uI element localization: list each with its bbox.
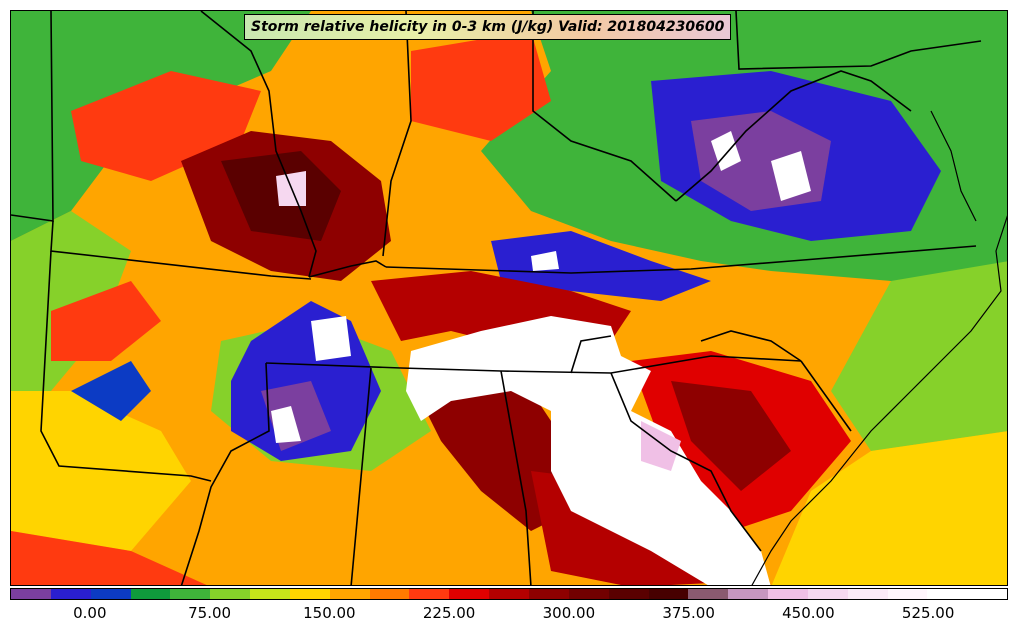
- colorbar-segment: [369, 589, 410, 599]
- field-region: [51, 281, 161, 361]
- colorbar-segment: [728, 589, 769, 599]
- colorbar-segment: [887, 589, 928, 599]
- field-region: [641, 421, 681, 471]
- colorbar-segment: [847, 589, 888, 599]
- field-region: [531, 251, 559, 271]
- colorbar-segment: [927, 589, 968, 599]
- colorbar-tick-label: 375.00: [662, 604, 715, 622]
- map-title: Storm relative helicity in 0-3 km (J/kg)…: [244, 14, 732, 40]
- field-region: [711, 131, 741, 171]
- colorbar-segment: [329, 589, 370, 599]
- colorbar-segment: [409, 589, 450, 599]
- map-panel: [10, 10, 1008, 586]
- colorbar: [10, 588, 1008, 600]
- colorbar-tick-label: 75.00: [188, 604, 232, 622]
- colorbar-tick-label: 450.00: [782, 604, 835, 622]
- field-region: [771, 431, 1007, 585]
- colorbar-segment: [130, 589, 171, 599]
- field-region: [411, 31, 551, 141]
- colorbar-segment: [688, 589, 729, 599]
- colorbar-segment: [11, 589, 51, 599]
- field-region: [71, 361, 151, 421]
- colorbar-ticks: 0.00 75.00 150.00 225.00 300.00 375.00 450.00 5…: [10, 600, 1008, 630]
- colorbar-segment: [528, 589, 569, 599]
- colorbar-segment: [489, 589, 529, 599]
- colorbar-tick-label: 525.00: [901, 604, 955, 622]
- field-region: [671, 381, 791, 491]
- colorbar-segment: [768, 589, 808, 599]
- colorbar-tick-label: 300.00: [542, 604, 596, 622]
- field-region: [491, 231, 711, 301]
- field-region: [11, 391, 191, 551]
- colorbar-segment: [90, 589, 131, 599]
- state-borders: [11, 11, 982, 585]
- colorbar-segment: [210, 589, 251, 599]
- field-region: [311, 316, 351, 361]
- field-region: [406, 316, 771, 585]
- coastline: [751, 110, 1007, 585]
- field-region: [11, 531, 207, 585]
- field-region: [71, 71, 261, 181]
- colorbar-segment: [50, 589, 91, 599]
- field-region: [771, 151, 811, 201]
- colorbar-segment: [449, 589, 490, 599]
- colorbar-segment: [807, 589, 848, 599]
- colorbar-segment: [250, 589, 290, 599]
- colorbar-segment: [289, 589, 330, 599]
- colorbar-segment: [648, 589, 689, 599]
- helicity-map: [11, 11, 1007, 585]
- field-region: [831, 261, 1007, 451]
- colorbar-tick-label: 0.00: [73, 604, 107, 622]
- colorbar-segment: [170, 589, 211, 599]
- field-region: [411, 371, 571, 531]
- field-region: [11, 11, 311, 241]
- field-region: [271, 406, 301, 443]
- colorbar-tick-label: 225.00: [422, 604, 476, 622]
- colorbar-segment: [568, 589, 609, 599]
- colorbar-segment: [967, 589, 1008, 599]
- colorbar-tick-label: 150.00: [303, 604, 356, 622]
- colorbar-segment: [608, 589, 649, 599]
